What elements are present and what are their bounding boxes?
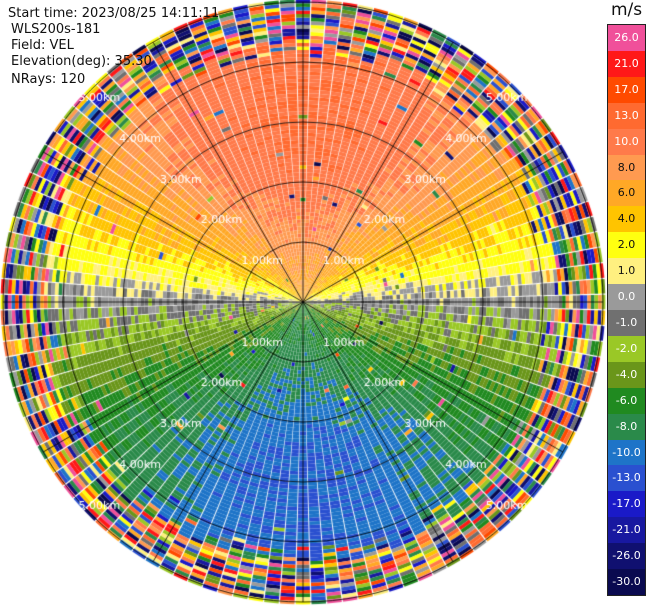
colorbar: 26.0 21.0 17.0 13.0 10.0 8.0 6.0 4.0 2.0 1.0 0.0 -1… [607, 24, 646, 596]
colorbar-segment [608, 413, 645, 441]
colorbar-segment [608, 50, 645, 78]
colorbar-segment [608, 439, 645, 467]
field-label: Field: VEL [11, 38, 74, 53]
colorbar-tick-label: -26.0 [612, 549, 641, 563]
colorbar-segment [608, 232, 645, 260]
colorbar-segment [608, 76, 645, 104]
colorbar-segment [608, 25, 645, 52]
colorbar-tick-label: 10.0 [614, 134, 639, 148]
colorbar-tick-label: -17.0 [612, 497, 641, 511]
colorbar-tick-label: -10.0 [612, 445, 641, 459]
colorbar-segment [608, 102, 645, 130]
colorbar-tick-label: 4.0 [617, 212, 636, 226]
colorbar-tick-label: 2.0 [617, 238, 636, 252]
colorbar-unit: m/s [611, 0, 643, 20]
colorbar-tick-label: -30.0 [612, 575, 641, 589]
elevation-label: Elevation(deg): 35.30 [11, 54, 152, 69]
colorbar-tick-label: -21.0 [612, 523, 641, 537]
colorbar-segment [608, 154, 645, 182]
colorbar-segment [608, 387, 645, 415]
colorbar-tick-label: 6.0 [617, 186, 636, 200]
nrays-label: NRays: 120 [11, 72, 86, 87]
colorbar-segment [608, 206, 645, 234]
colorbar-tick-label: 8.0 [617, 160, 636, 174]
colorbar-tick-label: 13.0 [614, 108, 639, 122]
colorbar-segment [608, 569, 645, 595]
colorbar-segment [608, 543, 645, 571]
start-time-label: Start time: 2023/08/25 14:11:11 [8, 6, 220, 21]
colorbar-tick-label: 1.0 [617, 264, 636, 278]
colorbar-segment [608, 335, 645, 363]
colorbar-segment [608, 128, 645, 156]
colorbar-tick-label: 26.0 [614, 30, 639, 44]
colorbar-tick-label: 21.0 [614, 56, 639, 70]
instrument-label: WLS200s-181 [11, 22, 101, 37]
colorbar-segment [608, 284, 645, 311]
colorbar-segment [608, 465, 645, 493]
colorbar-tick-label: -2.0 [615, 341, 638, 355]
colorbar-segment [608, 180, 645, 208]
colorbar-segment [608, 310, 645, 337]
colorbar-tick-label: -6.0 [615, 393, 638, 407]
colorbar-tick-label: -1.0 [615, 315, 638, 329]
colorbar-segment [608, 361, 645, 389]
colorbar-segment [608, 517, 645, 545]
colorbar-tick-label: -13.0 [612, 471, 641, 485]
colorbar-tick-label: 0.0 [617, 290, 636, 304]
colorbar-tick-label: -8.0 [615, 419, 638, 433]
colorbar-segment [608, 491, 645, 519]
colorbar-segment [608, 258, 645, 286]
colorbar-tick-label: -4.0 [615, 367, 638, 381]
colorbar-tick-label: 17.0 [614, 82, 639, 96]
